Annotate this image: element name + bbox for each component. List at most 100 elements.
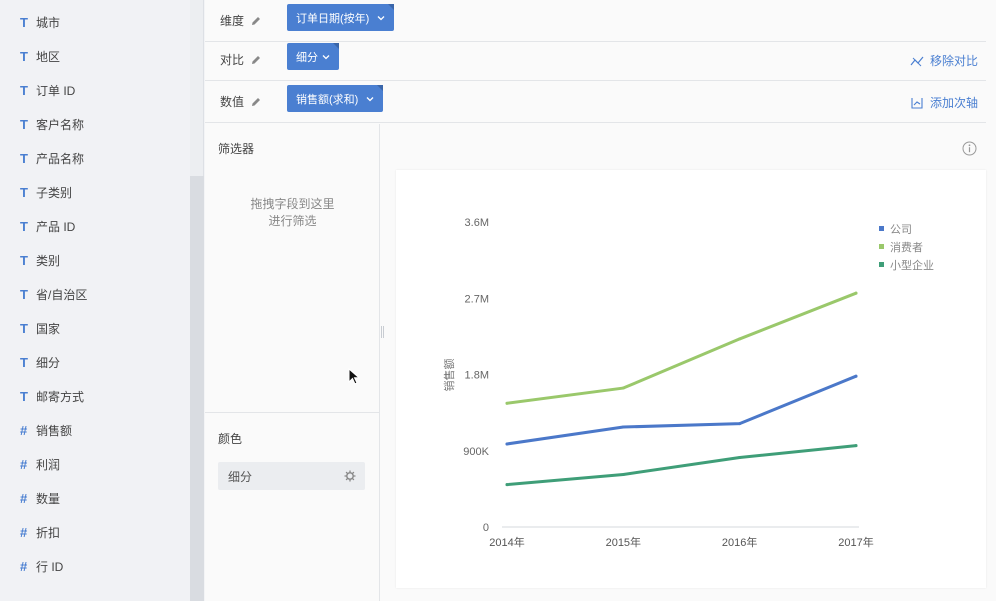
dimension-type-icon: T	[20, 184, 28, 200]
panel-divider	[205, 412, 380, 413]
dimension-pill[interactable]: 订单日期(按年)	[287, 4, 395, 31]
legend-label: 公司	[890, 224, 912, 236]
field-list: T 城市 T 地区 T 订单 ID T 客户名称 T 产品名称 T 子类别 T 产品 ID T 类别 T 省/自治…	[0, 0, 190, 601]
field-item[interactable]: # 销售额	[0, 413, 190, 447]
field-item[interactable]: T 城市	[0, 5, 190, 39]
field-item[interactable]: T 地区	[0, 39, 190, 73]
dimension-shelf: 维度 订单日期(按年)	[205, 0, 986, 42]
field-item[interactable]: # 利润	[0, 447, 190, 481]
dimension-type-icon: T	[20, 14, 28, 30]
dimension-type-icon: T	[20, 286, 28, 302]
data-point	[505, 401, 509, 405]
y-tick-label: 3.6M	[465, 217, 489, 229]
dimension-type-icon: T	[20, 320, 28, 336]
data-point	[621, 472, 625, 476]
y-tick-label: 1.8M	[465, 370, 489, 382]
field-name: 邮寄方式	[36, 389, 85, 404]
field-item[interactable]: # 行 ID	[0, 549, 190, 583]
dimension-type-icon: T	[20, 218, 28, 234]
field-item[interactable]: # 数量	[0, 481, 190, 515]
pencil-icon[interactable]	[250, 54, 262, 66]
dimension-type-icon: T	[20, 150, 28, 166]
chevron-down-icon	[377, 15, 385, 20]
field-name: 数量	[36, 491, 61, 506]
field-name: 产品 ID	[36, 219, 76, 234]
field-name: 子类别	[36, 185, 73, 200]
field-item[interactable]: # 折扣	[0, 515, 190, 549]
field-name: 城市	[36, 15, 61, 30]
value-shelf: 数值 销售额(求和) 添加次轴	[205, 81, 986, 123]
data-point	[738, 422, 742, 426]
data-point	[854, 291, 858, 295]
compare-pill-label: 细分	[296, 51, 318, 64]
y-axis-label: 销售额	[442, 359, 456, 392]
line-chart: 0 900K 1.8M 2.7M 3.6M 2014年 2015年 2016年 2017年 销售额…	[442, 217, 934, 549]
series-line	[505, 444, 858, 487]
data-point	[621, 425, 625, 429]
series-line	[505, 374, 858, 446]
field-name: 订单 ID	[36, 83, 76, 98]
field-name: 产品名称	[36, 151, 85, 166]
color-field-pill[interactable]: 细分	[218, 462, 365, 490]
field-item[interactable]: T 细分	[0, 345, 190, 379]
y-tick-label: 2.7M	[465, 293, 489, 305]
dimension-type-icon: T	[20, 82, 28, 98]
measure-type-icon: #	[20, 558, 28, 574]
field-item[interactable]: T 邮寄方式	[0, 379, 190, 413]
dimension-type-icon: T	[20, 354, 28, 370]
chart-card: 0 900K 1.8M 2.7M 3.6M 2014年 2015年 2016年 2017年 销售额…	[396, 170, 986, 588]
data-point	[854, 444, 858, 448]
field-item[interactable]: T 客户名称	[0, 107, 190, 141]
measure-type-icon: #	[20, 422, 28, 438]
field-list-scrollbar-thumb[interactable]	[190, 176, 204, 601]
panel-resize-handle[interactable]	[381, 326, 384, 338]
filter-drop-zone[interactable]: 拖拽字段到这里 进行筛选	[205, 196, 380, 230]
field-item[interactable]: T 产品 ID	[0, 209, 190, 243]
remove-compare-button[interactable]: 移除对比	[910, 52, 978, 69]
dimension-type-icon: T	[20, 252, 28, 268]
field-item[interactable]: T 子类别	[0, 175, 190, 209]
measure-type-icon: #	[20, 456, 28, 472]
field-name: 利润	[36, 457, 61, 472]
pencil-icon[interactable]	[250, 15, 262, 27]
color-field-label: 细分	[228, 469, 253, 484]
add-secondary-axis-button[interactable]: 添加次轴	[910, 94, 978, 111]
field-item[interactable]: T 订单 ID	[0, 73, 190, 107]
legend-swatch	[879, 226, 884, 231]
field-name: 销售额	[36, 423, 73, 438]
field-item[interactable]: T 省/自治区	[0, 277, 190, 311]
field-item[interactable]: T 类别	[0, 243, 190, 277]
field-name: 地区	[36, 49, 61, 64]
x-tick-label: 2016年	[722, 535, 757, 549]
compare-shelf: 对比 细分 移除对比	[205, 39, 986, 81]
value-pill[interactable]: 销售额(求和)	[287, 85, 384, 112]
dimension-label: 维度	[220, 14, 245, 28]
color-title: 颜色	[218, 432, 243, 446]
dimension-type-icon: T	[20, 48, 28, 64]
dimension-type-icon: T	[20, 116, 28, 132]
field-name: 客户名称	[36, 117, 85, 132]
compare-pill[interactable]: 细分	[287, 43, 339, 70]
info-icon[interactable]	[962, 141, 977, 156]
filter-color-panel: 筛选器 拖拽字段到这里 进行筛选 颜色 细分	[205, 124, 380, 601]
field-item[interactable]: T 产品名称	[0, 141, 190, 175]
legend-label: 消费者	[890, 240, 923, 254]
data-point	[505, 483, 509, 487]
y-tick-label: 900K	[463, 446, 489, 458]
field-name: 类别	[36, 253, 61, 268]
field-name: 细分	[36, 355, 61, 370]
pencil-icon[interactable]	[250, 96, 262, 108]
remove-compare-icon	[910, 56, 924, 66]
data-point	[505, 442, 509, 446]
gear-icon[interactable]	[344, 470, 356, 482]
filter-hint-line1: 拖拽字段到这里	[250, 197, 335, 211]
measure-type-icon: #	[20, 524, 28, 540]
field-item[interactable]: T 国家	[0, 311, 190, 345]
field-name: 行 ID	[36, 559, 64, 574]
filter-hint-line2: 进行筛选	[268, 214, 317, 228]
remove-compare-label: 移除对比	[929, 54, 978, 68]
field-name: 折扣	[36, 525, 61, 540]
field-name: 国家	[36, 321, 61, 336]
mouse-cursor-icon	[348, 368, 360, 385]
chevron-down-icon	[366, 96, 374, 101]
